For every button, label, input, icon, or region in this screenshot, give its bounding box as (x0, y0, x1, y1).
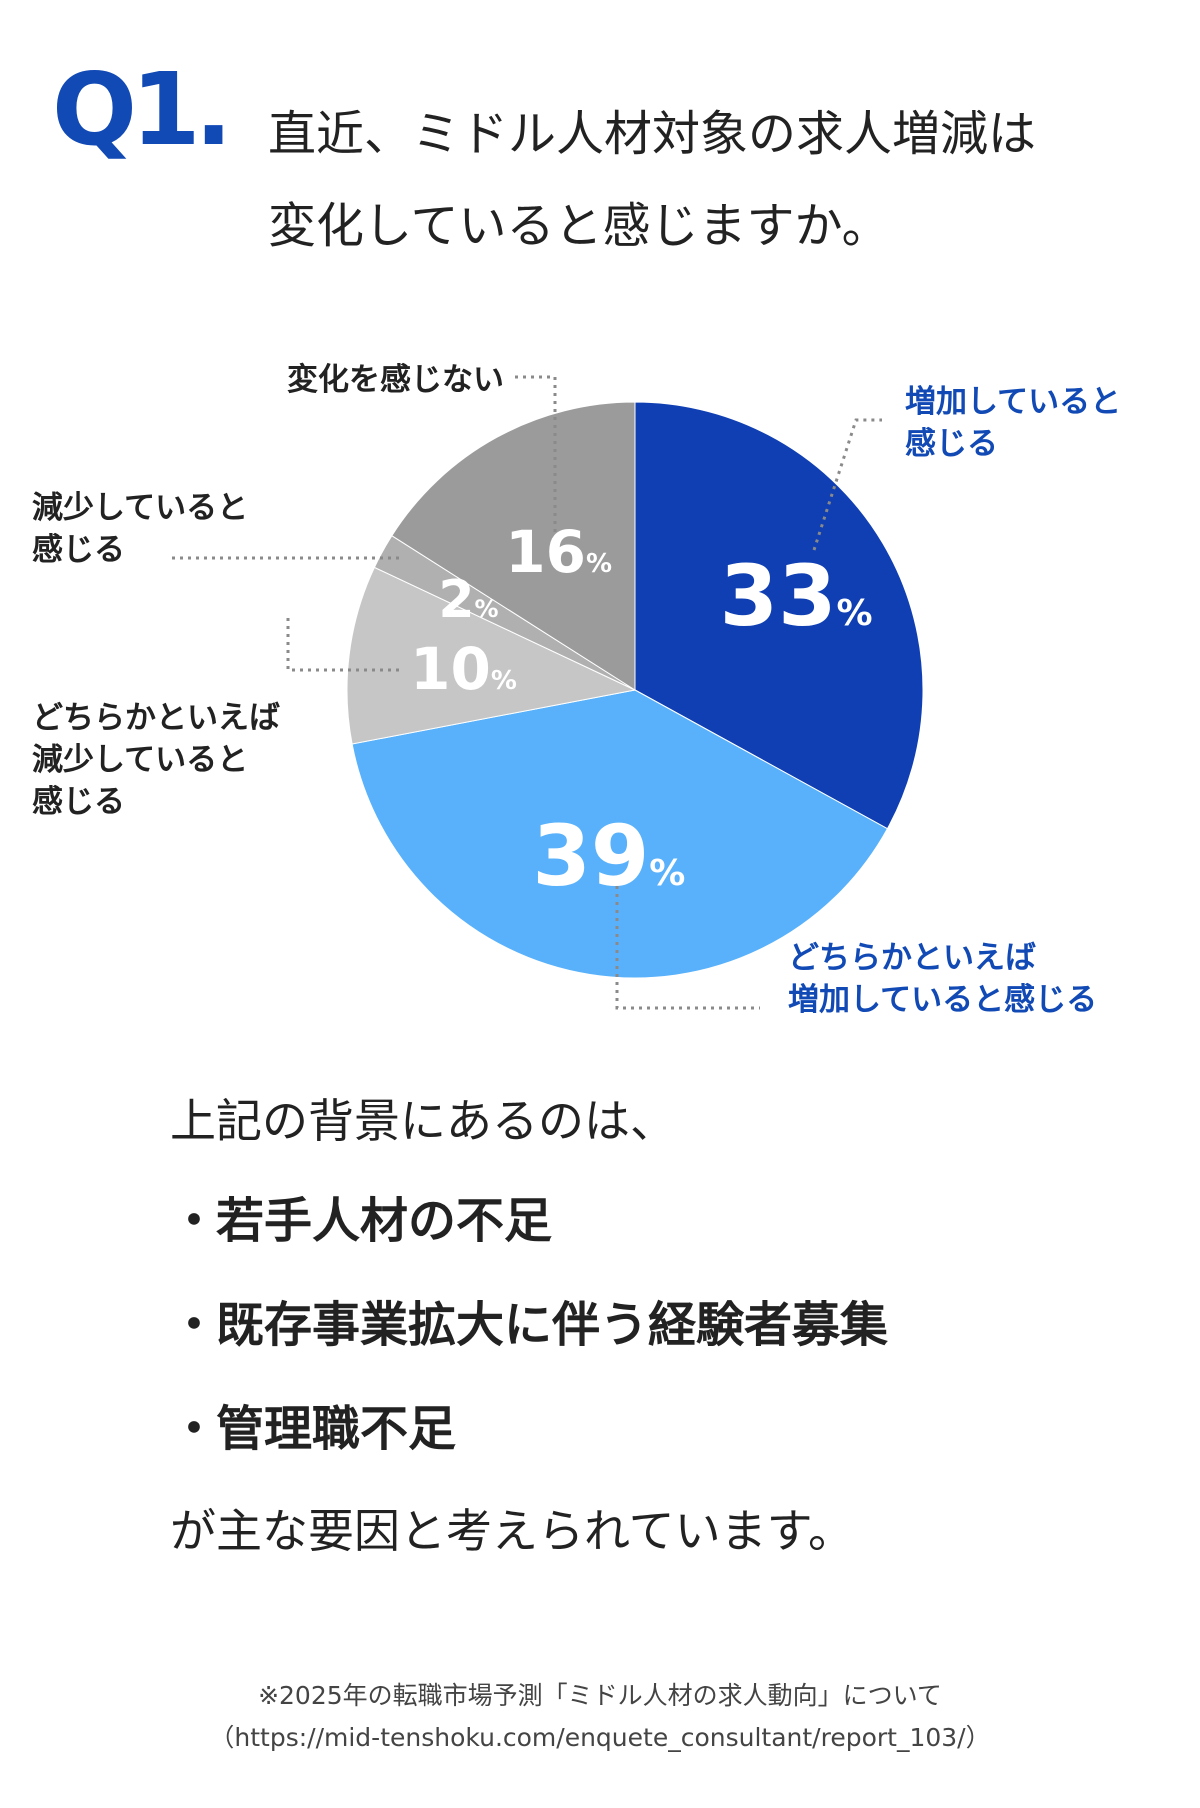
callout-label-line: 感じる (32, 784, 125, 820)
question-line-2: 変化していると感じますか。 (268, 198, 890, 254)
explanation-intro: 上記の背景にあるのは、 (170, 1094, 676, 1148)
slice-value-label: 16% (505, 518, 612, 586)
reason-item: ・若手人材の不足 (170, 1169, 888, 1273)
callout-label-line: 感じる (905, 426, 998, 462)
callout-label-line: 感じる (32, 532, 125, 568)
reason-item: ・管理職不足 (170, 1377, 888, 1481)
slice-value-label: 10% (410, 635, 517, 703)
source-line-2[interactable]: （https://mid-tenshoku.com/enquete_consul… (209, 1723, 991, 1752)
reason-text: 管理職不足 (216, 1401, 457, 1457)
leader-line (615, 878, 760, 1010)
pie-slice (391, 401, 636, 691)
leader-lines (172, 375, 882, 1010)
leader-line (812, 418, 882, 551)
callout-label-line: 減少していると (32, 490, 248, 526)
pie-slice (634, 401, 924, 830)
callout-label-line: どちらかといえば (788, 940, 1036, 976)
question-number: Q1. (52, 51, 233, 168)
bullet: ・ (170, 1401, 219, 1457)
callout-label-line: 減少していると (32, 742, 248, 778)
reason-text: 既存事業拡大に伴う経験者募集 (216, 1297, 889, 1353)
callout-label-line: 増加していると (905, 384, 1121, 420)
pie-slice (346, 566, 637, 745)
callout-label-line: 増加していると感じる (788, 982, 1097, 1018)
reason-list: ・若手人材の不足 ・既存事業拡大に伴う経験者募集 ・管理職不足 (170, 1169, 888, 1481)
pie-chart: 33%39%10%2%16% 増加していると感じるどちらかといえば増加していると… (32, 362, 1121, 1018)
callout-labels: 増加していると感じるどちらかといえば増加していると感じるどちらかといえば減少して… (32, 362, 1121, 1018)
slice-value-label: 33% (720, 547, 873, 645)
reason-item: ・既存事業拡大に伴う経験者募集 (170, 1273, 888, 1377)
leader-line (515, 375, 557, 540)
callout-label-line: 変化を感じない (287, 362, 504, 398)
slice-value-label: 39% (532, 807, 685, 905)
bullet: ・ (170, 1193, 219, 1249)
explanation-outro: が主な要因と考えられています。 (170, 1504, 855, 1558)
leader-line (286, 618, 402, 672)
explanation: 上記の背景にあるのは、 ・若手人材の不足 ・既存事業拡大に伴う経験者募集 ・管理… (170, 1085, 888, 1561)
pie-slice (351, 689, 889, 979)
callout-label-line: どちらかといえば (32, 700, 280, 736)
slice-labels: 33% 39% 10%2%16% (410, 518, 872, 905)
slice-value-label: 2% (438, 570, 498, 630)
question-title: 直近、ミドル人材対象の求人増減は 変化していると感じますか。 (268, 88, 1036, 272)
pie-slices (346, 401, 924, 979)
source-line-1: ※2025年の転職市場予測「ミドル人材の求人動向」について (258, 1681, 942, 1710)
source-note: ※2025年の転職市場予測「ミドル人材の求人動向」について （https://m… (0, 1675, 1200, 1759)
question-line-1: 直近、ミドル人材対象の求人増減は (268, 106, 1037, 162)
reason-text: 若手人材の不足 (216, 1193, 553, 1249)
bullet: ・ (170, 1297, 219, 1353)
